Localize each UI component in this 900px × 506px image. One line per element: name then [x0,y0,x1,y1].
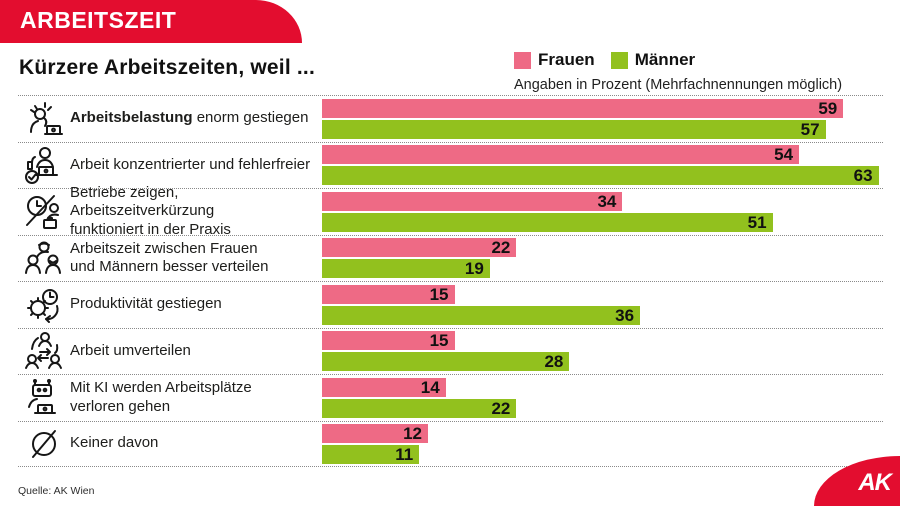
row-bars: 15 36 [322,282,883,328]
legend-item-maenner: Männer [610,50,696,70]
row-bars: 59 57 [322,96,883,142]
row-icon-cell [18,189,70,235]
frauen-bar: 34 [322,191,623,211]
row-icon-cell [18,143,70,189]
ak-logo-text: AK [858,469,892,496]
chart-row: Mit KI werden Arbeitsplätze verloren gehe… [18,374,883,421]
clock-crossed-icon [24,193,64,231]
chart-subtitle: Angaben in Prozent (Mehrfachnennungen mö… [514,77,843,93]
maenner-bar: 36 [322,305,641,325]
chart-row: Arbeit umverteilen 15 28 [18,327,883,375]
maenner-bar-value: 22 [491,398,511,418]
frauen-bar: 15 [322,331,455,351]
chart-row: Arbeit konzentrierter und fehlerfreier 5… [18,141,883,189]
row-icon-cell [18,329,70,375]
legend-item-frauen: Frauen [514,50,595,70]
row-bars: 15 28 [322,329,883,375]
frauen-bar-value: 22 [491,238,511,258]
maenner-color-swatch [610,51,628,69]
row-icon-cell [18,422,70,467]
topic-banner-title: ARBEITSZEIT [20,7,177,33]
stress-laptop-icon [24,100,64,138]
maenner-bar-value: 51 [747,212,767,232]
row-label: Betriebe zeigen, Arbeitszeitverkürzung fu… [70,183,231,239]
chart-row: Produktivität gestiegen 15 36 [18,281,883,328]
maenner-bar-value: 63 [853,166,873,186]
frauen-bar-value: 59 [818,98,838,118]
maenner-bar-value: 36 [615,305,635,325]
row-label: Keiner davon [70,434,159,452]
maenner-bar: 11 [322,444,420,464]
swap-people-icon [24,331,64,371]
maenner-bar: 28 [322,352,570,372]
ak-logo: AK [814,456,900,506]
frauen-bar-value: 15 [429,284,449,304]
frauen-bar-value: 34 [597,191,617,211]
row-label: Arbeitszeit zwischen Frauen und Männern b… [70,239,269,276]
people-group-icon [24,239,64,277]
row-bars: 34 51 [322,189,883,235]
frauen-bar: 15 [322,284,455,304]
topic-banner: ARBEITSZEIT [0,0,302,43]
frauen-bar: 59 [322,98,844,118]
row-label: Arbeit umverteilen [70,341,191,359]
robot-laptop-icon [24,378,64,417]
frauen-bar: 14 [322,377,446,397]
maenner-bar: 57 [322,119,826,139]
none-icon [24,425,64,463]
row-bars: 12 11 [322,422,883,467]
frauen-bar: 22 [322,238,517,258]
chart-rows: Arbeitsbelastung enorm gestiegen 59 57 A… [18,95,883,467]
row-icon-cell [18,282,70,328]
row-label: Arbeit konzentrierter und fehlerfreier [70,155,311,173]
row-icon-cell [18,375,70,421]
legend-label-maenner: Männer [634,50,696,69]
maenner-bar-value: 57 [800,119,820,139]
row-bars: 54 63 [322,143,883,189]
maenner-bar-value: 11 [395,444,414,464]
maenner-bar: 19 [322,259,490,279]
frauen-color-swatch [514,51,531,69]
maenner-bar-value: 28 [544,352,564,372]
chart-row: Arbeitsbelastung enorm gestiegen 59 57 [18,95,883,142]
frauen-bar: 12 [322,423,429,443]
frauen-bar-value: 15 [429,331,449,351]
maenner-bar: 22 [322,398,517,418]
row-bars: 22 19 [322,236,883,282]
maenner-bar-value: 19 [464,259,484,279]
maenner-bar: 51 [322,212,773,232]
row-label: Mit KI werden Arbeitsplätze verloren gehe… [70,379,252,415]
legend: Frauen Männer Angaben in Prozent (Mehrfa… [514,50,842,93]
chart-row: Arbeitszeit zwischen Frauen und Männern b… [18,234,883,282]
row-bars: 14 22 [322,375,883,421]
frauen-bar-value: 14 [420,377,440,397]
chart-row: Keiner davon 12 11 [18,420,883,467]
row-icon-cell [18,236,70,282]
legend-row: Frauen Männer [514,50,842,70]
chart-row: Betriebe zeigen, Arbeitszeitverkürzung fu… [18,184,883,238]
page-title: Kürzere Arbeitszeiten, weil ... [19,56,316,79]
frauen-bar: 54 [322,145,800,165]
thumbs-up-laptop-icon [24,145,64,185]
gear-clock-icon [24,286,64,324]
row-label: Arbeitsbelastung enorm gestiegen [70,109,309,127]
legend-label-frauen: Frauen [538,50,595,69]
frauen-bar-value: 54 [774,145,794,165]
source-note: Quelle: AK Wien [18,485,95,497]
frauen-bar-value: 12 [403,423,423,443]
maenner-bar: 63 [322,166,879,186]
row-label: Produktivität gestiegen [70,295,222,313]
row-icon-cell [18,96,70,142]
